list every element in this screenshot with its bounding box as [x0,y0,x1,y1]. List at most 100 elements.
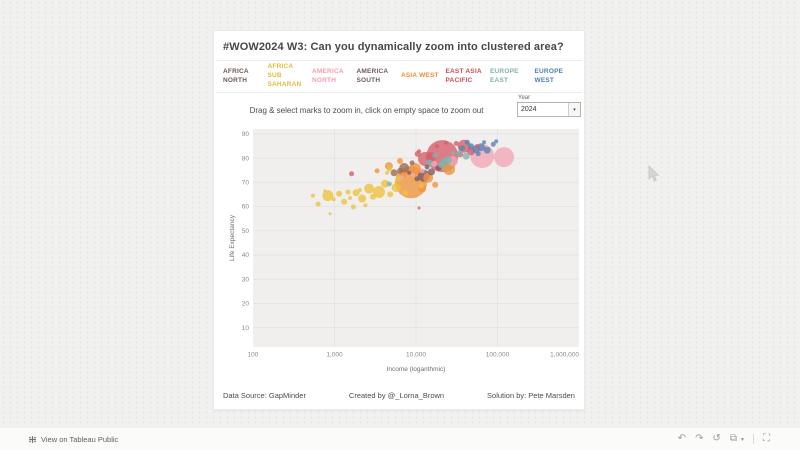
bubble-mark[interactable] [414,176,420,182]
y-tick-label: 50 [242,228,250,235]
bubble-mark[interactable] [387,191,394,198]
filter-europe-west[interactable]: Europe West [534,67,564,84]
view-on-tableau-text: View on Tableau Public [41,434,119,444]
bubble-mark[interactable] [475,151,481,157]
bubble-mark[interactable] [386,166,392,172]
bubble-mark[interactable] [431,160,438,167]
filter-asia-west[interactable]: Asia West [401,72,439,80]
redo-icon[interactable]: ↷ [695,433,704,444]
region-filter-bar: Africa North Africa Sub Saharan America … [214,61,584,92]
filter-east-asia-pacific[interactable]: East Asia Pacific [445,67,482,84]
year-dropdown-value: 2024 [521,106,537,113]
bubble-mark[interactable] [417,206,421,210]
share-icon[interactable]: ⧉ [729,433,737,444]
bubble-mark[interactable] [477,143,486,152]
bubble-chart: 10 20 30 40 50 60 70 80 90 100 1,000 10,000 100,000 1… [229,129,579,373]
bubble-mark[interactable] [331,197,336,202]
share-caret-icon[interactable]: ▾ [740,436,744,443]
bubble-mark[interactable] [432,152,438,158]
bubble-mark[interactable] [397,158,403,164]
bubble-mark[interactable] [437,161,444,168]
bubble-mark[interactable] [459,145,465,152]
bubble-mark[interactable] [370,193,376,200]
bubble-mark[interactable] [402,189,409,196]
bubble-mark[interactable] [456,150,463,157]
bubble-mark[interactable] [482,140,487,145]
bubble-mark[interactable] [345,189,351,195]
bubble-mark[interactable] [462,152,470,160]
bubble-mark[interactable] [483,146,491,154]
bubble-mark[interactable] [474,144,480,149]
bubble-mark[interactable] [464,139,470,145]
bubble-mark[interactable] [435,144,439,149]
bubble-mark[interactable] [468,143,474,150]
y-tick-label: 30 [242,276,250,283]
bubble-mark[interactable] [348,196,352,200]
bubble-mark[interactable] [428,168,435,176]
divider [216,92,582,93]
bubble-mark[interactable] [424,164,430,170]
bubble-mark[interactable] [397,167,403,174]
bubble-mark[interactable] [363,203,368,208]
bubble-mark[interactable] [450,151,455,156]
x-tick-label: 1,000,000 [550,352,579,359]
bubble-mark[interactable] [374,168,380,174]
viz-footer: Data Source: GapMinder Created by @_Lorn… [223,391,575,400]
filter-africa-north[interactable]: Africa North [223,67,249,84]
filter-africa-sub-saharan[interactable]: Africa Sub Saharan [267,63,302,88]
filter-america-south[interactable]: America South [356,67,388,84]
y-tick-label: 80 [242,155,250,162]
bubble-mark[interactable] [352,189,360,197]
data-source-text: Data Source: GapMinder [223,391,306,400]
bubble-mark[interactable] [328,212,332,216]
bubble-mark[interactable] [350,204,356,210]
bubble-mark[interactable] [358,194,367,203]
filter-america-north[interactable]: America North [312,67,344,84]
bubble-mark[interactable] [381,179,390,188]
bubble-mark[interactable] [336,190,343,197]
viz-toolbar: ↶ ↷ ↺ ⧉ ▾ ⛶ [678,434,770,444]
bubble-mark[interactable] [407,170,412,175]
bubble-mark[interactable] [494,147,514,168]
bubble-mark[interactable] [357,188,362,192]
bubble-mark[interactable] [341,198,348,205]
bubble-mark[interactable] [400,175,405,180]
bubble-mark[interactable] [323,189,327,193]
y-tick-label: 90 [242,131,250,138]
y-tick-label: 70 [242,179,250,186]
bubble-mark[interactable] [386,181,392,187]
bubble-mark[interactable] [311,193,315,198]
bubble-mark[interactable] [443,163,456,175]
bubble-mark[interactable] [443,156,452,164]
bubble-mark[interactable] [373,186,385,198]
bubble-mark[interactable] [385,170,390,175]
filter-europe-east[interactable]: Europe East [490,67,519,84]
bubble-mark[interactable] [322,190,334,202]
bubble-mark[interactable] [490,141,496,147]
bubble-mark[interactable] [411,172,415,177]
chevron-down-icon: ▾ [568,103,580,116]
year-filter-label: Year [518,95,531,101]
bubble-mark[interactable] [390,169,398,177]
bubble-mark[interactable] [417,149,422,154]
undo-icon[interactable]: ↶ [677,433,687,444]
bubble-mark[interactable] [419,168,425,174]
x-axis-title: Income (logarithmic) [387,366,446,373]
fullscreen-icon[interactable]: ⛶ [763,433,770,444]
bubble-mark[interactable] [453,141,459,146]
view-on-tableau-link[interactable]: View on Tableau Public [28,435,118,444]
bubble-mark[interactable] [315,201,321,207]
bubble-mark[interactable] [409,160,415,166]
bubble-mark[interactable] [443,140,448,145]
bubble-mark[interactable] [364,183,375,194]
bubble-mark[interactable] [418,183,424,189]
bubble-mark[interactable] [349,171,355,177]
bubble-mark[interactable] [494,139,499,144]
year-dropdown[interactable]: 2024 ▾ [517,102,581,117]
reset-icon[interactable]: ↺ [712,433,721,444]
y-tick-label: 10 [242,325,250,332]
tableau-logo-icon [29,435,36,443]
bubble-mark[interactable] [409,163,422,175]
bubble-mark[interactable] [432,181,439,188]
bubble-mark[interactable] [391,183,401,193]
